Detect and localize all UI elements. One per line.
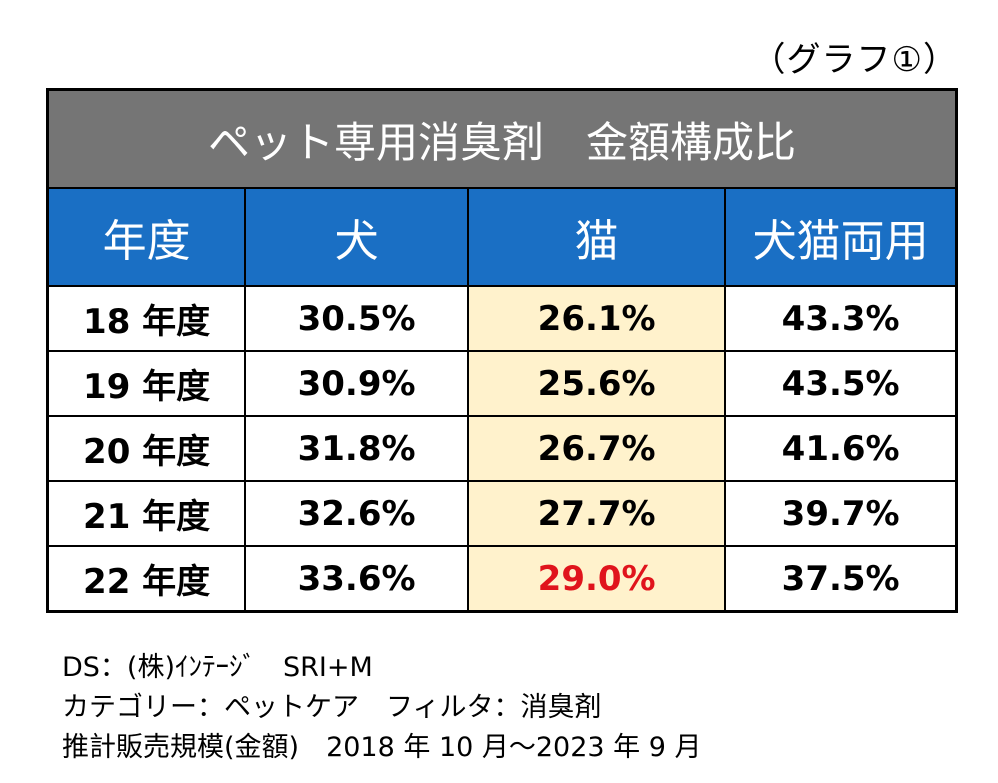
- table-body: 18 年度 30.5% 26.1% 43.3% 19 年度 30.9% 25.6% 43.5%…: [46, 285, 958, 613]
- cell-dog: 33.6%: [244, 545, 469, 613]
- table-title: ペット専用消臭剤 金額構成比: [46, 88, 958, 189]
- column-header-year: 年度: [46, 187, 247, 287]
- cell-both: 43.3%: [724, 285, 958, 352]
- cell-year: 20 年度: [46, 415, 247, 482]
- graph-label: （グラフ①）: [751, 40, 958, 80]
- cell-year: 18 年度: [46, 285, 247, 352]
- table-header-row: 年度 犬 猫 犬猫両用: [46, 187, 958, 287]
- cell-year: 22 年度: [46, 545, 247, 613]
- source-footer: DS：(株)ｲﾝﾃｰｼﾞ SRI+M カテゴリー：ペットケア フィルタ：消臭剤 …: [62, 648, 702, 768]
- table-title-row: ペット専用消臭剤 金額構成比: [46, 88, 958, 189]
- table-row: 19 年度 30.9% 25.6% 43.5%: [46, 350, 958, 417]
- cell-dog: 30.5%: [244, 285, 469, 352]
- cell-cat: 26.7%: [466, 415, 727, 482]
- source-line: DS：(株)ｲﾝﾃｰｼﾞ SRI+M: [62, 652, 373, 683]
- cell-both: 43.5%: [724, 350, 958, 417]
- cell-cat: 27.7%: [466, 480, 727, 547]
- cell-cat: 26.1%: [466, 285, 727, 352]
- cell-year: 21 年度: [46, 480, 247, 547]
- cell-both: 37.5%: [724, 545, 958, 613]
- cell-both: 41.6%: [724, 415, 958, 482]
- cell-both: 39.7%: [724, 480, 958, 547]
- cell-dog: 31.8%: [244, 415, 469, 482]
- cell-dog: 30.9%: [244, 350, 469, 417]
- column-header-both: 犬猫両用: [724, 187, 958, 287]
- column-header-dog: 犬: [244, 187, 469, 287]
- share-table: ペット専用消臭剤 金額構成比 年度 犬 猫 犬猫両用 18 年度 30.5% 26.…: [46, 88, 958, 613]
- cell-year: 19 年度: [46, 350, 247, 417]
- cell-dog: 32.6%: [244, 480, 469, 547]
- period-line: 推計販売規模(金額) 2018 年 10 月～2023 年 9 月: [62, 732, 702, 763]
- cell-cat: 25.6%: [466, 350, 727, 417]
- table-row: 22 年度 33.6% 29.0% 37.5%: [46, 545, 958, 613]
- table-row: 21 年度 32.6% 27.7% 39.7%: [46, 480, 958, 547]
- category-line: カテゴリー：ペットケア フィルタ：消臭剤: [62, 692, 602, 723]
- column-header-cat: 猫: [466, 187, 727, 287]
- table-row: 20 年度 31.8% 26.7% 41.6%: [46, 415, 958, 482]
- cell-cat: 29.0%: [466, 545, 727, 613]
- table-row: 18 年度 30.5% 26.1% 43.3%: [46, 285, 958, 352]
